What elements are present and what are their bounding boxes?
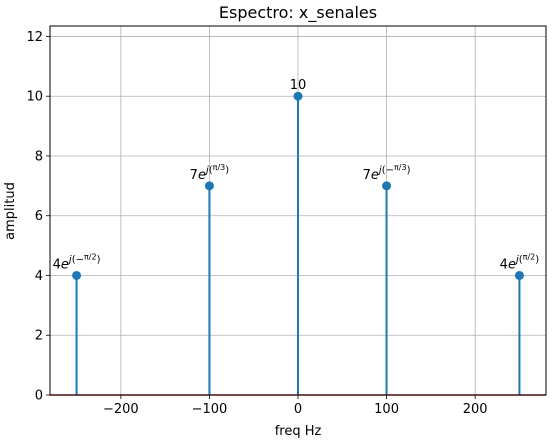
data-label-close: ) [407, 165, 411, 176]
data-label-close: ) [225, 165, 229, 176]
x-axis-ticks: −200 −100 0 100 200 [103, 395, 488, 417]
data-label-open: (− [382, 165, 394, 176]
data-label-coef: 4 [53, 257, 61, 272]
x-tick-label: −200 [103, 402, 139, 417]
data-label-j: j [377, 165, 382, 176]
data-label: 10 [290, 78, 307, 93]
stem-series [72, 91, 524, 395]
y-tick-label: 10 [26, 90, 43, 105]
y-tick-label: 2 [35, 329, 43, 344]
stem-marker [72, 270, 82, 280]
y-tick-label: 12 [26, 30, 43, 45]
data-label-open: (− [72, 254, 84, 265]
data-label-exponent: j(−π/3) [377, 163, 411, 176]
data-label-base: e [508, 257, 516, 272]
data-label-expression: 4ej(−π/2) [53, 252, 101, 272]
data-label-open: ( [209, 165, 213, 176]
data-label-exponent: j(−π/2) [67, 252, 101, 265]
y-axis-label: amplitud [3, 182, 18, 240]
data-label-coef: 7 [363, 168, 371, 183]
data-label-exponent: j(π/3) [204, 163, 229, 176]
data-label: 7ej(−π/3) [363, 163, 411, 183]
data-label-base: e [198, 168, 206, 183]
data-label-base: e [61, 257, 69, 272]
chart-title: Espectro: x_senales [219, 3, 377, 23]
stem-marker [514, 270, 524, 280]
y-tick-label: 8 [35, 149, 43, 164]
data-label-open: ( [519, 254, 523, 265]
x-tick-label: 0 [294, 402, 302, 417]
x-axis-label: freq Hz [275, 424, 322, 439]
data-label: 4ej(−π/2) [53, 252, 101, 272]
data-label-expression: 7ej(−π/3) [363, 163, 411, 183]
data-label-coef: 10 [290, 78, 307, 93]
data-label-exponent: j(π/2) [514, 252, 539, 265]
stem-marker [293, 91, 303, 101]
x-tick-label: 100 [374, 402, 399, 417]
data-label-expression: 7ej(π/3) [190, 163, 230, 183]
y-tick-label: 4 [35, 269, 43, 284]
stem-marker [382, 181, 392, 191]
data-label-coef: 7 [190, 168, 198, 183]
x-tick-label: 200 [463, 402, 488, 417]
data-label-j: j [514, 254, 519, 265]
data-label-coef: 4 [500, 257, 508, 272]
data-label-close: ) [535, 254, 539, 265]
data-label-angle: π/2 [84, 252, 97, 261]
stem-marker [204, 181, 214, 191]
x-tick-label: −100 [192, 402, 228, 417]
y-axis-ticks: 0 2 4 6 8 10 12 [26, 30, 50, 404]
data-label-close: ) [97, 254, 101, 265]
data-label-expression: 4ej(π/2) [500, 252, 540, 272]
data-label-base: e [371, 168, 379, 183]
data-label: 7ej(π/3) [190, 163, 230, 183]
data-label: 4ej(π/2) [500, 252, 540, 272]
data-label-j: j [204, 165, 209, 176]
data-label-angle: π/3 [213, 163, 226, 172]
data-label-angle: π/2 [523, 252, 536, 261]
data-label-angle: π/3 [394, 163, 407, 172]
y-tick-label: 6 [35, 209, 43, 224]
y-tick-label: 0 [35, 389, 43, 404]
data-label-j: j [67, 254, 72, 265]
